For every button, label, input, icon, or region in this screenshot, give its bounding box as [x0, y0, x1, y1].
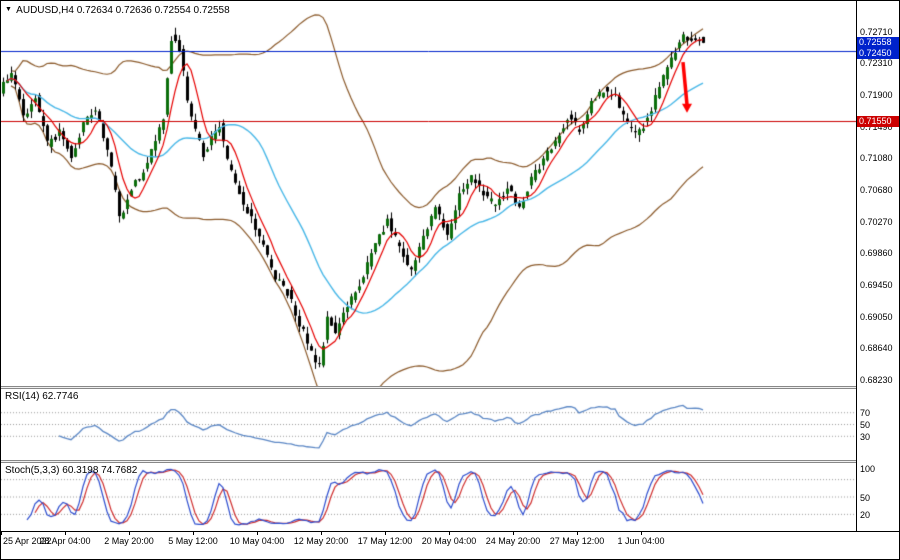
stoch-level-label: 50: [860, 492, 871, 503]
symbol-ohlc-header: ▼ AUDUSD,H4 0.72634 0.72636 0.72554 0.72…: [5, 5, 230, 16]
time-axis-label: 24 May 20:00: [485, 536, 541, 546]
time-axis-label: 17 May 12:00: [357, 536, 413, 546]
price-axis-label: 0.71080: [860, 153, 893, 164]
chart-marker-icon: ▼: [5, 6, 12, 13]
time-axis-tick: [65, 532, 66, 535]
price-axis-label: 0.69450: [860, 280, 893, 291]
time-axis-label: 2 May 20:00: [104, 536, 154, 546]
price-axis-label: 0.70270: [860, 216, 893, 227]
time-axis-label: 25 Apr 2022: [3, 536, 52, 546]
price-axis-label: 0.71900: [860, 89, 893, 100]
price-axis-label: 0.72710: [860, 26, 893, 37]
time-axis[interactable]: 25 Apr 2022 28 Apr 04:00 2 May 20:00 5 May …: [1, 531, 899, 556]
stoch-level-label: 100: [860, 463, 876, 474]
panel-splitter[interactable]: [1, 460, 899, 463]
time-axis-tick: [385, 532, 386, 535]
stoch-indicator-label: Stoch(5,3,3) 60.3198 74.7682: [5, 465, 138, 476]
price-axis-label: 0.69860: [860, 248, 893, 259]
stoch-panel-canvas[interactable]: [1, 463, 856, 531]
time-axis-tick: [1, 532, 2, 535]
price-axis-label: 0.72310: [860, 57, 893, 68]
time-axis-tick: [513, 532, 514, 535]
price-axis-label: 0.69050: [860, 311, 893, 322]
time-axis-label: 10 May 04:00: [229, 536, 285, 546]
time-axis-label: 5 May 12:00: [168, 536, 218, 546]
time-axis-tick: [577, 532, 578, 535]
rsi-level-label: 30: [860, 431, 871, 442]
time-axis-label: 20 May 04:00: [421, 536, 477, 546]
rsi-level-label: 70: [860, 408, 871, 419]
panel-splitter[interactable]: [1, 386, 899, 389]
time-axis-tick: [193, 532, 194, 535]
rsi-level-label: 50: [860, 420, 871, 430]
time-axis-tick: [321, 532, 322, 535]
ohlc-quotes: 0.72634 0.72636 0.72554 0.72558: [76, 5, 230, 16]
price-axis-label: 0.68640: [860, 343, 893, 354]
rsi-indicator-label: RSI(14) 62.7746: [5, 391, 79, 402]
price-axis-label: 0.68230: [860, 375, 893, 386]
time-axis-label: 12 May 20:00: [293, 536, 349, 546]
price-badge: 0.72558: [857, 37, 899, 48]
time-axis-tick: [257, 532, 258, 535]
price-badge: 0.71550: [857, 116, 899, 127]
stoch-level-label: 20: [860, 509, 871, 520]
price-axis-label: 0.70680: [860, 184, 893, 195]
time-axis-tick: [449, 532, 450, 535]
symbol-period-label: AUDUSD,H4: [16, 5, 74, 16]
time-axis-label: 28 Apr 04:00: [39, 536, 91, 546]
time-axis-tick: [129, 532, 130, 535]
time-axis-tick: [641, 532, 642, 535]
price-axis[interactable]: 0.727100.723100.719000.714900.710800.706…: [856, 1, 899, 531]
time-axis-label: 1 Jun 04:00: [617, 536, 665, 546]
rsi-panel-canvas[interactable]: [1, 389, 856, 460]
time-axis-label: 27 May 12:00: [549, 536, 605, 546]
main-chart-canvas[interactable]: [1, 1, 856, 387]
price-badge: 0.72450: [857, 48, 899, 59]
